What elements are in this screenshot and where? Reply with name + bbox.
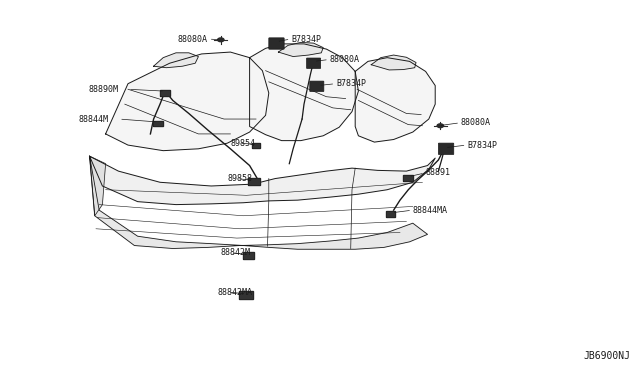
Polygon shape (106, 52, 269, 151)
Text: 88844M: 88844M (79, 115, 109, 124)
Text: 88842M: 88842M (221, 248, 251, 257)
Polygon shape (160, 90, 170, 96)
FancyBboxPatch shape (307, 58, 321, 68)
Polygon shape (252, 143, 260, 148)
Text: 88080A: 88080A (330, 55, 360, 64)
Text: JB6900NJ: JB6900NJ (584, 351, 630, 361)
Polygon shape (403, 175, 413, 181)
Polygon shape (278, 42, 323, 57)
Text: 88842MA: 88842MA (218, 288, 253, 296)
Text: 88844MA: 88844MA (413, 206, 448, 215)
Polygon shape (243, 252, 254, 259)
Text: 88890M: 88890M (88, 85, 118, 94)
Polygon shape (248, 178, 260, 185)
Text: B7834P: B7834P (467, 141, 497, 150)
Polygon shape (386, 211, 395, 217)
Polygon shape (90, 156, 435, 205)
Text: 88080A: 88080A (178, 35, 208, 44)
Polygon shape (90, 156, 428, 249)
Circle shape (218, 38, 224, 42)
Polygon shape (90, 156, 106, 216)
Polygon shape (355, 58, 435, 142)
FancyBboxPatch shape (310, 81, 324, 92)
Polygon shape (154, 53, 198, 68)
Polygon shape (153, 121, 163, 126)
Polygon shape (239, 291, 253, 299)
Text: 88080A: 88080A (461, 118, 491, 127)
Polygon shape (371, 55, 416, 70)
Text: 88891: 88891 (426, 169, 451, 177)
FancyBboxPatch shape (269, 38, 284, 49)
Polygon shape (250, 44, 358, 141)
Text: B7834P: B7834P (291, 35, 321, 44)
Circle shape (437, 124, 444, 128)
Text: B7834P: B7834P (336, 79, 366, 88)
Text: 89854: 89854 (230, 139, 255, 148)
Text: 89858: 89858 (227, 174, 252, 183)
FancyBboxPatch shape (438, 143, 454, 154)
